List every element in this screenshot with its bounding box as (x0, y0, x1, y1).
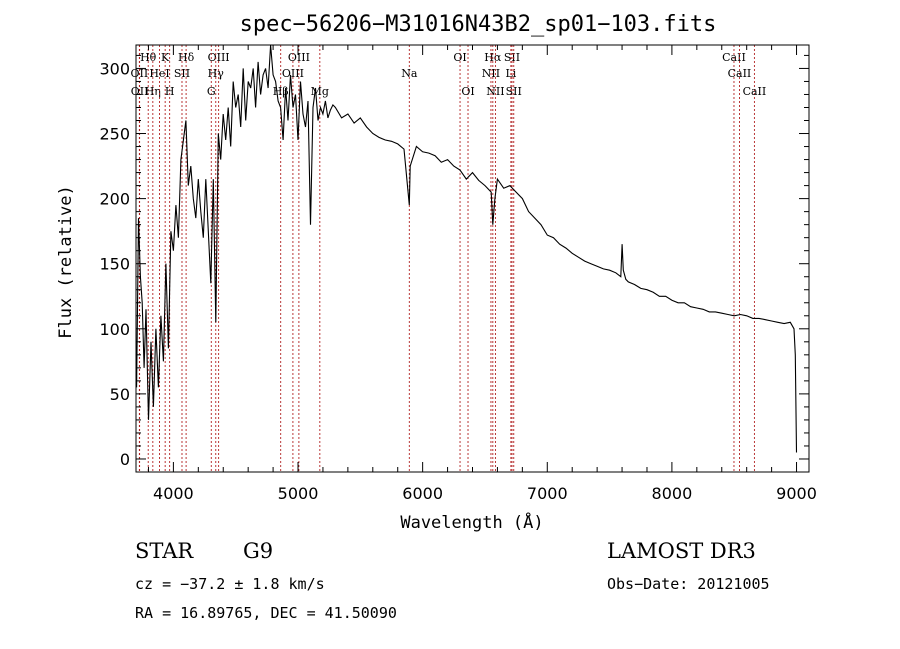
line-marker-label: SII (174, 67, 190, 80)
x-tick-label: 5000 (278, 484, 319, 503)
line-marker-label: H (165, 85, 175, 98)
line-marker-label: Hη (145, 85, 161, 98)
x-axis-label: Wavelength (Å) (400, 511, 543, 533)
line-marker-label: HeI (149, 67, 169, 80)
x-tick-label: 8000 (652, 484, 693, 503)
x-axis-ticks: 4000 5000 6000 7000 8000 9000 (147, 45, 817, 503)
line-marker-label: OIII (208, 51, 230, 64)
line-marker-label: Li (505, 67, 516, 80)
x-tick-label: 9000 (776, 484, 817, 503)
y-tick-label: 0 (120, 450, 130, 469)
line-marker-label: Hδ (178, 51, 195, 64)
spectrum-line (136, 44, 798, 453)
line-marker-label: CaII (743, 85, 767, 98)
redshift-velocity: cz = −37.2 ± 1.8 km/s (135, 575, 325, 593)
y-tick-label: 100 (99, 320, 130, 339)
x-tick-label: 7000 (527, 484, 568, 503)
y-tick-label: 50 (110, 385, 130, 404)
object-class: STAR (135, 539, 194, 563)
y-axis-label: Flux (relative) (56, 185, 76, 339)
line-marker-label: CaII (722, 51, 746, 64)
line-marker-label: NII (482, 67, 500, 80)
y-tick-label: 300 (99, 59, 130, 78)
y-tick-label: 200 (99, 190, 130, 209)
line-marker-label: Hα (484, 51, 502, 64)
line-marker-label: CaII (728, 67, 752, 80)
line-marker-label: K (161, 51, 170, 64)
line-marker-label: OII (131, 85, 149, 98)
x-tick-label: 6000 (402, 484, 443, 503)
line-marker-label: OIII (288, 51, 310, 64)
line-marker-label: OIII (282, 67, 304, 80)
line-marker-label: NII (486, 85, 504, 98)
survey-name: LAMOST DR3 (607, 539, 756, 563)
line-marker-label: SII (506, 85, 522, 98)
line-marker-label: Mg (311, 85, 329, 98)
observation-date: Obs−Date: 20121005 (607, 575, 770, 593)
line-marker-label: Hθ (140, 51, 157, 64)
y-axis-ticks: 0 50 100 150 200 250 300 (99, 54, 809, 469)
x-tick-label: 4000 (153, 484, 194, 503)
line-marker-label: Na (401, 67, 418, 80)
object-subclass: G9 (243, 539, 274, 563)
line-marker-label: OI (461, 85, 474, 98)
line-marker-label: Hγ (208, 67, 225, 80)
line-marker-label: SII (504, 51, 520, 64)
chart-title: spec−56206−M31016N43B2_sp01−103.fits (240, 12, 717, 37)
y-tick-label: 150 (99, 255, 130, 274)
coordinates: RA = 16.89765, DEC = 41.50090 (135, 604, 397, 622)
plot-frame (135, 44, 810, 473)
y-tick-label: 250 (99, 125, 130, 144)
line-marker-label: G (207, 85, 216, 98)
line-marker-label: OI (453, 51, 466, 64)
